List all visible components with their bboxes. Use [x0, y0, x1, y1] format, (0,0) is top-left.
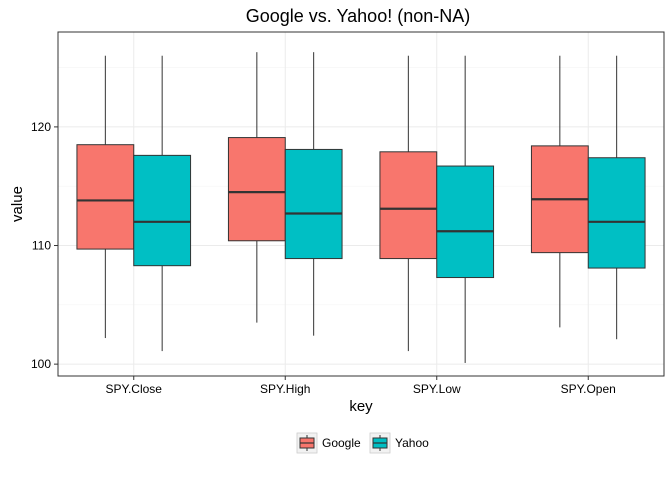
boxes: [76, 52, 646, 363]
box-body: [227, 137, 286, 242]
box-yahoo-spy-close: [133, 55, 192, 352]
panel-border: [57, 31, 665, 377]
box-body: [133, 154, 192, 267]
box-google-spy-low: [379, 55, 438, 352]
box-google-spy-close: [76, 55, 135, 339]
box-body: [76, 144, 135, 250]
y-tick-label: 100: [31, 357, 51, 371]
legend-item-yahoo: Yahoo: [369, 432, 429, 454]
box-yahoo-spy-open: [587, 55, 646, 340]
y-axis: 100 110 120: [31, 120, 58, 371]
x-axis: SPY.Close SPY.High SPY.Low SPY.Open: [106, 376, 616, 396]
box-body: [436, 165, 495, 279]
box-body: [379, 151, 438, 260]
box-google-spy-high: [227, 52, 286, 323]
chart-title: Google vs. Yahoo! (non-NA): [246, 6, 470, 26]
x-tick-label: SPY.Close: [106, 382, 163, 396]
legend-label: Yahoo: [395, 436, 429, 450]
legend-label: Google: [322, 436, 361, 450]
box-body: [284, 148, 343, 260]
x-tick-label: SPY.Open: [561, 382, 616, 396]
legend-item-google: Google: [296, 432, 361, 454]
box-google-spy-open: [530, 55, 589, 328]
box-body: [587, 157, 646, 269]
x-axis-title: key: [349, 398, 373, 415]
y-axis-title: value: [9, 186, 26, 222]
box-yahoo-spy-low: [436, 55, 495, 363]
x-tick-label: SPY.High: [260, 382, 310, 396]
box-yahoo-spy-high: [284, 52, 343, 336]
legend: Google Yahoo: [296, 432, 429, 454]
y-tick-label: 120: [31, 120, 51, 134]
y-tick-label: 110: [32, 239, 51, 253]
x-tick-label: SPY.Low: [413, 382, 461, 396]
